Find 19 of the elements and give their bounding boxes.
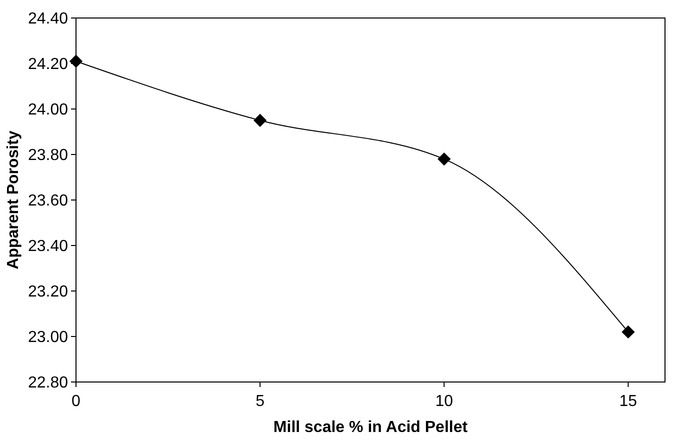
y-tick-label: 24.20 <box>28 56 68 74</box>
y-tick-label: 23.80 <box>28 147 68 164</box>
y-tick-label: 23.60 <box>28 192 68 210</box>
x-tick-label: 10 <box>435 393 454 410</box>
y-tick-label: 23.40 <box>28 238 68 256</box>
y-tick-label: 24.40 <box>28 10 68 28</box>
point <box>253 114 267 127</box>
x-tick-label: 15 <box>619 393 638 410</box>
point <box>438 152 451 166</box>
x-axis-title: Mill scale % in Acid Pellet <box>273 419 468 436</box>
y-tick-label: 23.00 <box>28 329 68 346</box>
y-tick-label: 22.80 <box>28 374 68 392</box>
point <box>622 325 635 339</box>
y-tick-label: 24.00 <box>28 102 68 119</box>
x-tick-label: 0 <box>72 393 81 410</box>
y-axis-title: Apparent Porosity <box>5 130 22 270</box>
point <box>69 54 83 68</box>
x-tick-label: 5 <box>256 393 265 410</box>
y-tick-label: 23.20 <box>28 284 68 301</box>
